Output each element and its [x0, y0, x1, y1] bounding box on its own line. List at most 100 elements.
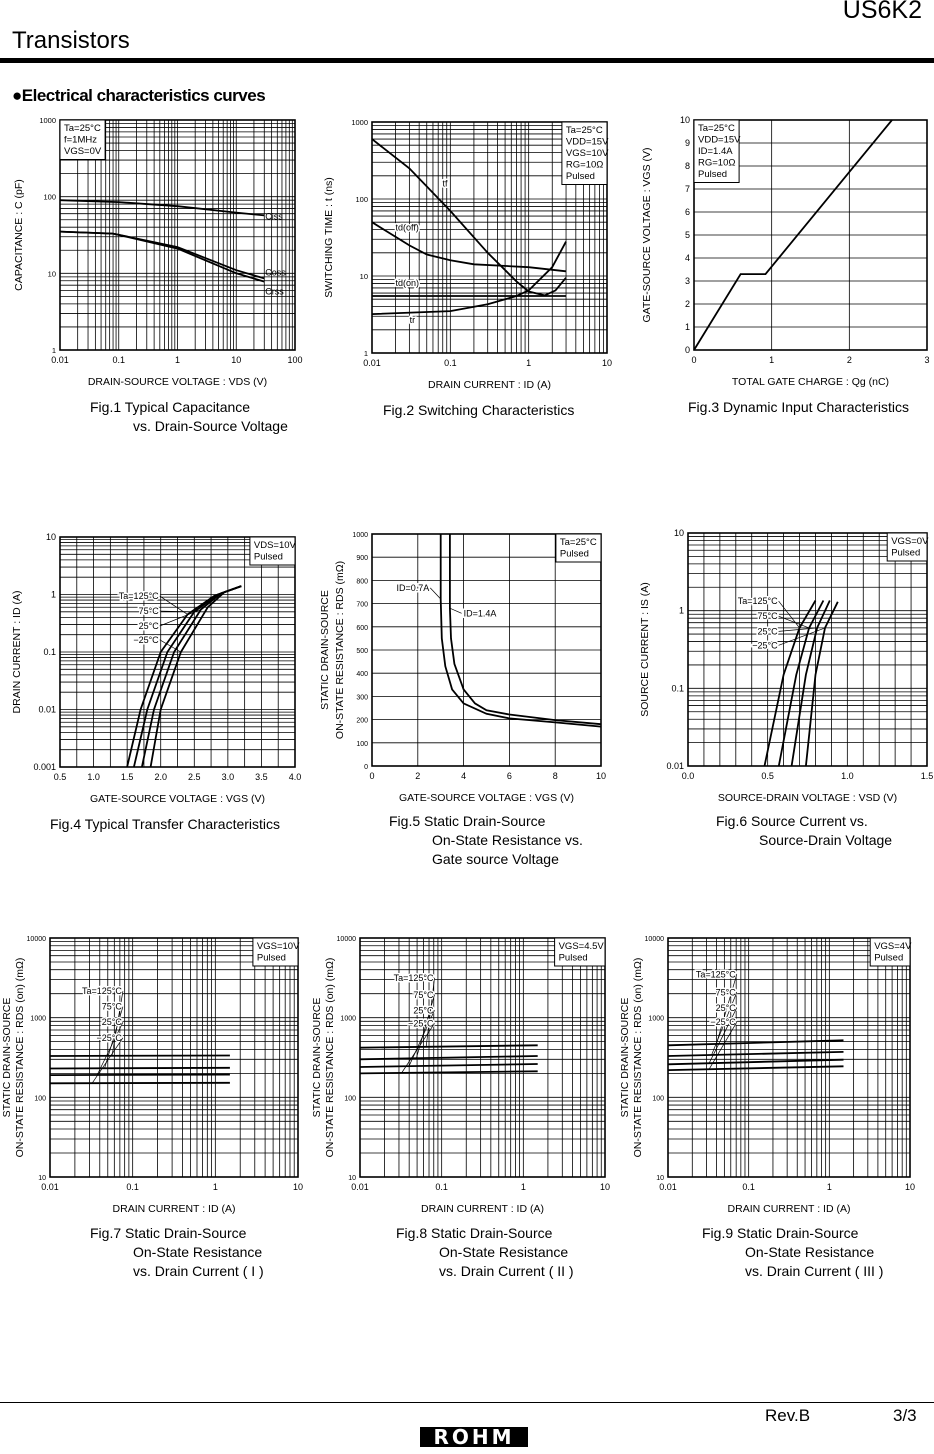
series-label: Ta=125°C	[394, 973, 434, 983]
series-label: Ta=125°C	[738, 596, 778, 606]
x-tick-label: 10	[600, 1182, 610, 1192]
x-tick-label: 6	[507, 771, 512, 781]
y-axis-label: STATIC DRAIN-SOURCE	[311, 998, 323, 1118]
x-tick-label: 0	[691, 355, 696, 365]
y-tick-label: 0.001	[33, 762, 56, 772]
category-title: Transistors	[12, 27, 130, 54]
figure-caption: On-State Resistance vs.	[432, 832, 583, 848]
leader-line	[159, 610, 195, 613]
series-label: −25°C	[133, 635, 159, 645]
series-label: td(off)	[396, 223, 419, 233]
leader-line	[408, 1010, 435, 1067]
x-tick-label: 0.1	[742, 1182, 755, 1192]
y-tick-label: 900	[356, 555, 368, 562]
y-tick-label: 1000	[648, 1016, 664, 1023]
x-tick-label: 1	[521, 1182, 526, 1192]
figure-caption: Fig.3 Dynamic Input Characteristics	[688, 399, 909, 415]
series-label: ID=0.7A	[396, 583, 429, 593]
x-tick-label: 4.0	[289, 772, 302, 782]
legend-frame	[59, 119, 106, 160]
x-tick-label: 8	[553, 771, 558, 781]
series-label: Ta=125°C	[696, 969, 736, 979]
legend-entry: VGS=4V	[874, 941, 912, 952]
legend-frame	[693, 119, 740, 183]
series-label: Ta=125°C	[119, 591, 159, 601]
legend-entry: Pulsed	[560, 549, 589, 560]
chart-fig4: 0.5 1.0 1.5 2.0 2.5 3.0 3.5 4.0 0.001 0.01 0.1 1 10 G…	[11, 532, 301, 805]
y-tick-label: 700	[356, 602, 368, 609]
y-axis-label: ON-STATE RESISTANCE : RDS (on) (mΩ)	[632, 958, 644, 1158]
series-label: ID=1.4A	[464, 608, 497, 618]
figure-caption: Gate source Voltage	[432, 851, 559, 867]
x-tick-label: 10	[293, 1182, 303, 1192]
chart-fig9: 0.01 0.1 1 10 10 100 1000 10000 DRAIN CURRENT : …	[619, 936, 915, 1215]
y-tick-label: 100	[43, 193, 56, 202]
legend-frame	[554, 937, 606, 967]
series-label: 25°C	[102, 1017, 123, 1027]
x-tick-label: 0.1	[112, 355, 125, 365]
series-line--25-C	[149, 585, 242, 768]
series-label: Crss	[265, 287, 284, 297]
figure-caption: vs. Drain Current ( II )	[439, 1263, 574, 1279]
y-tick-label: 200	[356, 718, 368, 725]
plot-frame	[667, 937, 911, 1178]
figure-caption: On-State Resistance	[133, 1244, 262, 1260]
y-tick-label: 10	[48, 269, 56, 278]
legend-frame	[869, 937, 911, 967]
x-tick-label: 0.01	[659, 1182, 677, 1192]
logo-background	[420, 1427, 528, 1447]
y-tick-label: 0	[685, 345, 690, 355]
y-tick-label: 1	[679, 606, 684, 616]
chart-fig3: 0 1 2 3 0 1 2 3 4 5 6 7 8 9 10 TOTAL GATE CHARGE : Qg (…	[641, 115, 930, 388]
series-line-Crss	[59, 230, 265, 283]
x-tick-label: 10	[602, 358, 612, 368]
legend-entry: Pulsed	[874, 953, 903, 964]
y-axis-label: GATE-SOURCE VOLTAGE : VGS (V)	[641, 147, 653, 322]
y-tick-label: 100	[355, 195, 368, 204]
y-tick-label: 10	[46, 532, 56, 542]
series-label: −25°C	[97, 1033, 123, 1043]
leader-line	[91, 1037, 124, 1084]
figure-caption: Fig.1 Typical Capacitance	[90, 399, 250, 415]
x-tick-label: 1.0	[841, 771, 854, 781]
x-tick-label: 2	[847, 355, 852, 365]
figure-caption: Fig.5 Static Drain-Source	[389, 813, 546, 829]
revision: Rev.B	[765, 1406, 811, 1425]
y-tick-label: 10	[680, 115, 690, 125]
series-line-Ciss	[59, 199, 265, 217]
series-line-75-C	[777, 600, 825, 767]
y-tick-label: 8	[685, 161, 690, 171]
series-label: −25°C	[710, 1017, 736, 1027]
series-label: 75°C	[139, 606, 160, 616]
series-label: Coss	[265, 267, 286, 277]
legend-entry: Pulsed	[559, 953, 588, 964]
x-tick-label: 1.0	[87, 772, 100, 782]
x-tick-label: 2	[415, 771, 420, 781]
x-tick-label: 4	[461, 771, 466, 781]
x-tick-label: 0	[369, 771, 374, 781]
y-tick-label: 1000	[39, 116, 56, 125]
x-tick-label: 2.0	[154, 772, 167, 782]
x-tick-label: 10	[596, 771, 606, 781]
legend-entry: f=1MHz	[64, 135, 97, 146]
series-label: td(on)	[396, 278, 420, 288]
series-line-75-C	[359, 1055, 538, 1061]
series-label: −25°C	[752, 640, 778, 650]
x-tick-label: 3.0	[222, 772, 235, 782]
plot-frame	[371, 533, 602, 767]
y-axis-label: STATIC DRAIN-SOURCE	[319, 590, 331, 710]
series-label: tf	[443, 179, 449, 189]
legend-entry: ID=1.4A	[698, 146, 733, 157]
plot-frame	[693, 119, 928, 351]
x-tick-label: 1.5	[921, 771, 934, 781]
legend-entry: VGS=0V	[891, 536, 929, 547]
y-axis-label: STATIC DRAIN-SOURCE	[1, 998, 13, 1118]
leader-line	[104, 1006, 124, 1069]
figure-caption: Fig.8 Static Drain-Source	[396, 1225, 553, 1241]
